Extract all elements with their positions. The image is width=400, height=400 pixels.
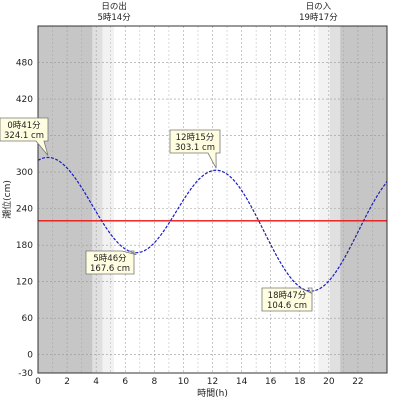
x-tick-label: 8 [151,377,157,387]
x-axis-title: 時間(h) [197,388,228,399]
sunrise-label: 日の出 [101,1,127,12]
sunset-marker: 日の入 19時17分 [299,2,338,23]
y-tick-label: -30 [18,369,33,379]
callout-box [0,117,49,156]
high-tide-callout-1: 0時41分 324.1 cm [0,117,49,156]
y-tick-label: 0 [27,351,33,361]
callout-time: 5時46分 [93,254,127,264]
x-tick-label: 12 [207,377,218,387]
y-tick-label: 180 [16,241,33,251]
callout-time: 12時15分 [176,133,215,143]
callout-box [169,129,221,169]
x-tick-label: 6 [122,377,128,387]
y-axis-title: 潮位(cm) [1,180,13,219]
sunrise-marker: 日の出 5時14分 [97,1,131,23]
x-tick-label: 10 [178,377,190,387]
grid-lines [38,26,387,373]
y-tick-labels: -30060120180240300360420480 [16,59,33,379]
y-tick-label: 300 [16,168,33,178]
sunrise-time: 5時14分 [97,13,131,23]
x-tick-label: 4 [93,377,99,387]
tide-curve-line [37,156,388,292]
callout-level: 167.6 cm [90,264,130,274]
x-tick-labels: 0 2 4 6 8 10 12 14 16 18 20 22 [35,377,364,387]
x-tick-label: 18 [294,377,306,387]
plot-frame [37,25,388,374]
plot-border [37,25,388,374]
sunset-label: 日の入 [306,2,332,12]
y-tick-label: 240 [16,205,33,215]
low-tide-callout-2: 18時47分 104.6 cm [261,287,313,312]
y-tick-label: 60 [22,314,34,324]
y-tick-label: 480 [16,59,33,69]
x-tick-label: 22 [352,377,363,387]
y-tick-label: 420 [16,95,33,105]
callout-level: 324.1 cm [4,131,44,141]
y-tick-label: 120 [16,278,33,288]
callout-level: 104.6 cm [267,301,307,311]
callout-box [261,287,313,312]
high-tide-callout-2: 12時15分 303.1 cm [169,129,221,169]
x-tick-label: 20 [323,377,335,387]
day-band [114,26,319,373]
x-tick-label: 16 [265,377,277,387]
tide-curve [37,156,388,292]
x-tick-label: 14 [236,377,248,387]
callout-box [85,250,137,275]
sunset-time: 19時17分 [299,13,338,23]
callout-time: 0時41分 [7,121,41,131]
low-tide-callout-1: 5時46分 167.6 cm [85,250,137,275]
callout-level: 303.1 cm [175,143,215,153]
x-tick-label: 0 [35,377,41,387]
callout-time: 18時47分 [268,291,307,301]
x-tick-label: 2 [64,377,70,387]
